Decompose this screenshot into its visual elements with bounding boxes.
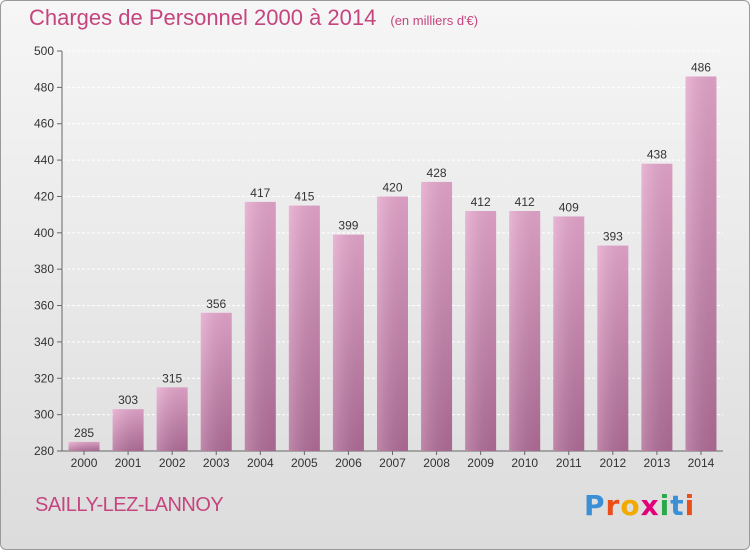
data-label: 315: [162, 371, 182, 385]
bar-highlight: [68, 441, 100, 451]
y-tick-label: 280: [34, 444, 54, 458]
data-label: 356: [206, 297, 226, 311]
x-tick-label: 2014: [688, 456, 715, 470]
data-label: 415: [294, 190, 314, 204]
x-tick-label: 2007: [379, 456, 406, 470]
data-label: 412: [515, 195, 535, 209]
x-tick-label: 2006: [335, 456, 362, 470]
commune-name: SAILLY-LEZ-LANNOY: [35, 494, 224, 516]
brand-letter: o: [620, 489, 641, 522]
bar-highlight: [112, 409, 144, 451]
brand-letter: i: [684, 489, 696, 522]
x-tick-label: 2002: [159, 456, 186, 470]
data-label: 438: [647, 148, 667, 162]
y-tick-label: 300: [34, 408, 54, 422]
data-label: 303: [118, 393, 138, 407]
data-label: 409: [559, 200, 579, 214]
bar-highlight: [553, 216, 585, 451]
data-label: 486: [691, 60, 711, 74]
y-tick-label: 340: [34, 335, 54, 349]
bar-highlight: [597, 245, 629, 451]
data-label: 285: [74, 426, 94, 440]
proxiti-logo: Proxiti: [584, 489, 695, 522]
data-label: 412: [471, 195, 491, 209]
data-label: 428: [427, 166, 447, 180]
x-tick-label: 2005: [291, 456, 318, 470]
brand-letter: x: [640, 489, 660, 522]
x-tick-label: 2004: [247, 456, 274, 470]
y-tick-label: 360: [34, 299, 54, 313]
bar-highlight: [421, 181, 453, 451]
bar-highlight: [377, 196, 408, 451]
bar-highlight: [509, 211, 541, 451]
x-tick-label: 2009: [467, 456, 494, 470]
data-label: 399: [338, 219, 358, 233]
x-tick-label: 2013: [644, 456, 671, 470]
chart-title: Charges de Personnel 2000 à 2014 (en mill…: [29, 5, 478, 31]
y-tick-label: 440: [34, 153, 54, 167]
brand-letter: P: [584, 489, 606, 522]
x-tick-label: 2012: [599, 456, 626, 470]
bar-highlight: [465, 211, 497, 451]
bar-highlight: [685, 76, 717, 452]
data-label: 393: [603, 230, 623, 244]
y-tick-label: 400: [34, 226, 54, 240]
y-tick-label: 320: [34, 371, 54, 385]
bar-highlight: [244, 201, 276, 451]
y-tick-label: 420: [34, 189, 54, 203]
x-tick-label: 2010: [511, 456, 538, 470]
chart-title-text: Charges de Personnel 2000 à 2014: [29, 5, 377, 30]
x-tick-label: 2001: [115, 456, 142, 470]
bar-highlight: [200, 312, 232, 451]
bar-highlight: [156, 387, 188, 451]
y-tick-label: 460: [34, 117, 54, 131]
x-tick-label: 2003: [203, 456, 230, 470]
x-tick-label: 2008: [423, 456, 450, 470]
brand-letter: r: [605, 489, 621, 522]
x-tick-label: 2000: [71, 456, 98, 470]
chart-unit: (en milliers d'€): [390, 13, 479, 28]
y-tick-label: 480: [34, 80, 54, 94]
brand-letter: i: [659, 489, 671, 522]
y-tick-label: 500: [34, 44, 54, 58]
x-tick-label: 2011: [556, 456, 582, 470]
data-label: 417: [250, 186, 270, 200]
bar-highlight: [641, 163, 673, 451]
bar-highlight: [332, 234, 364, 451]
y-tick-label: 380: [34, 262, 54, 276]
bar-highlight: [288, 205, 320, 451]
data-label: 420: [382, 180, 402, 194]
brand-letter: t: [670, 489, 685, 522]
